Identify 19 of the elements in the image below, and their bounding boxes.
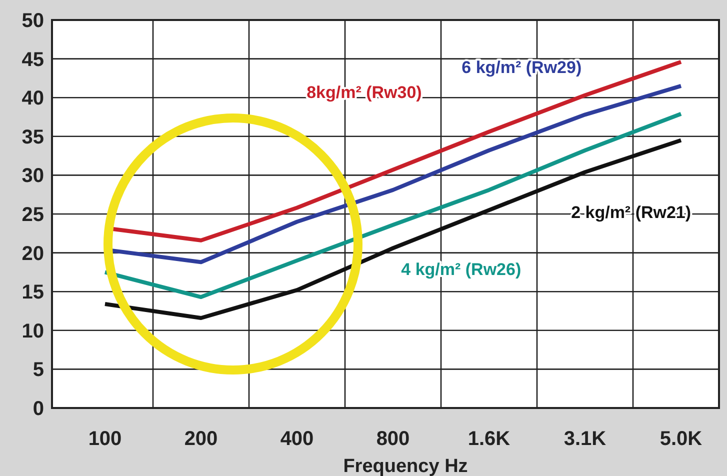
x-tick-label: 200 (184, 428, 218, 450)
x-tick-label: 100 (88, 428, 122, 450)
y-tick-label: 50 (22, 10, 44, 32)
y-tick-label: 20 (22, 242, 44, 265)
x-tick-label: 5.0K (660, 428, 703, 450)
y-tick-label: 25 (22, 204, 44, 226)
y-tick-label: 0 (32, 398, 44, 420)
y-tick-label: 5 (32, 359, 44, 382)
y-tick-label: 45 (22, 48, 44, 71)
x-tick-label: 800 (376, 428, 410, 450)
y-tick-label: 30 (22, 165, 44, 188)
x-tick-label: 400 (280, 428, 314, 450)
x-tick-label: 3.1K (564, 428, 607, 450)
y-tick-label: 40 (22, 88, 44, 110)
y-tick-label: 35 (22, 126, 44, 148)
x-axis-title: Frequency Hz (343, 456, 468, 476)
y-tick-label: 10 (22, 320, 44, 342)
y-tick-label: 15 (22, 282, 44, 304)
x-tick-label: 1.6K (468, 428, 511, 450)
